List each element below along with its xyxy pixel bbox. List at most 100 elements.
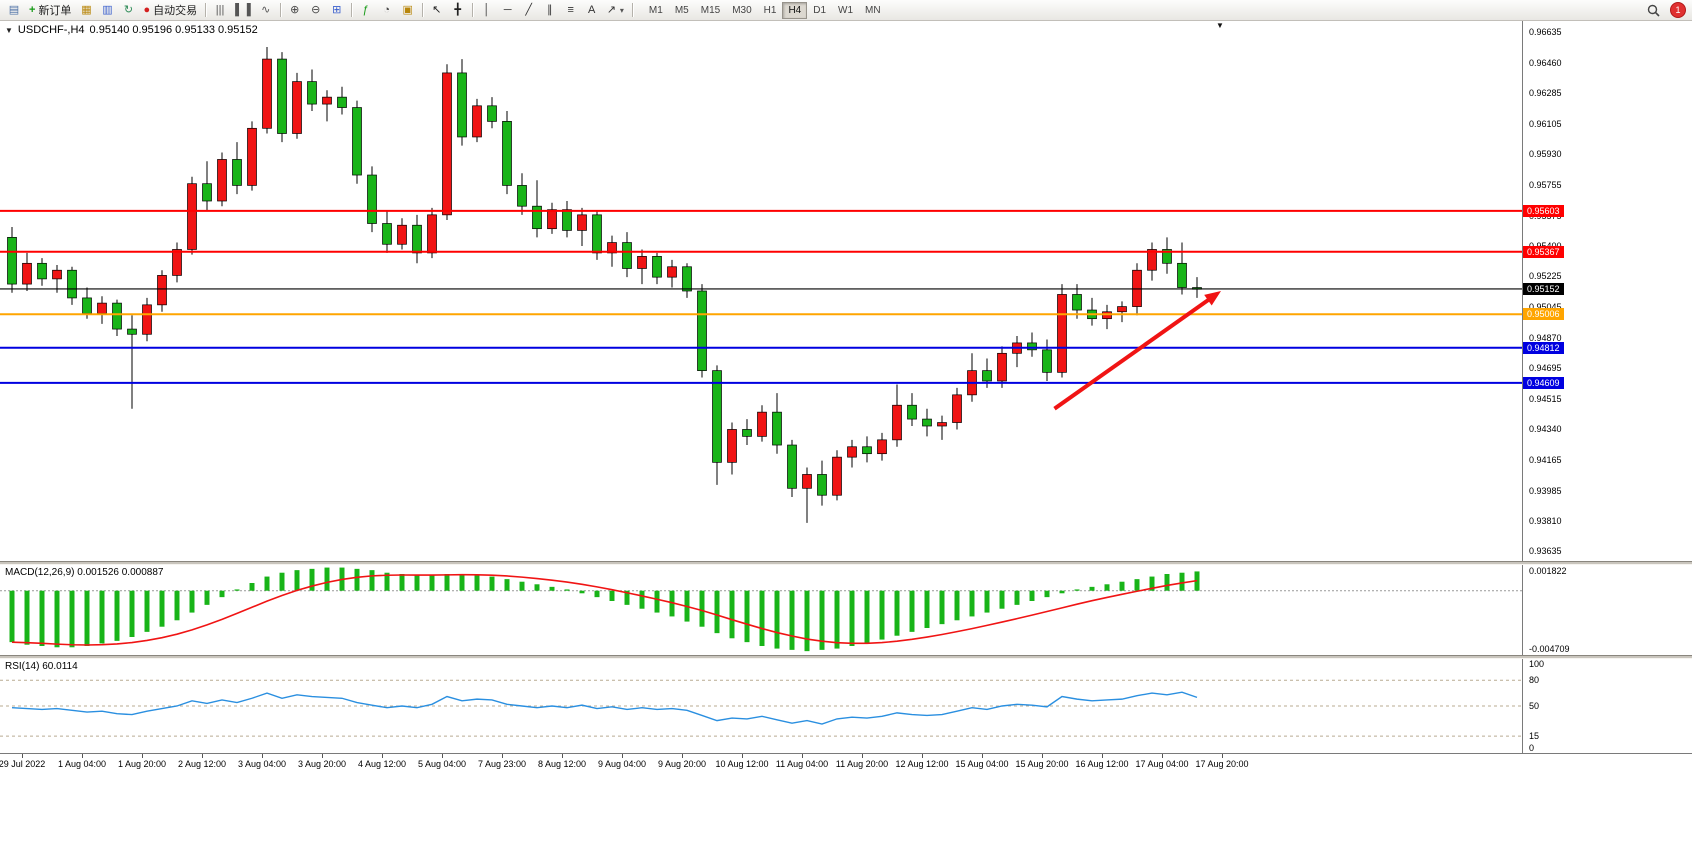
- draw-hline-button[interactable]: ─: [498, 1, 518, 19]
- price-badge-pivot-orange: 0.95006: [1523, 308, 1564, 321]
- candle-body: [712, 370, 722, 463]
- chart-line-button[interactable]: ∿: [256, 1, 276, 19]
- rsi-plot[interactable]: [0, 659, 1522, 753]
- candle-body: [562, 209, 572, 231]
- toolbar-buttons: ▤ + 新订单 ▦ ▥ ↻ ● 自动交易 ||| ▌▐ ∿ ⊕ ⊖ ⊞ ƒ ◔ ▣ ↖ ╋ │ ─ ╱ ∥ ≡ A ↗ ▾: [4, 1, 636, 19]
- tile-windows-button[interactable]: ⊞: [327, 1, 347, 19]
- candle-body: [172, 249, 182, 276]
- macd-histogram-bar: [159, 590, 165, 627]
- macd-plot[interactable]: [0, 565, 1522, 655]
- templates-button[interactable]: ▣: [398, 1, 418, 19]
- macd-histogram-bar: [999, 590, 1005, 609]
- timeframe-m1-button[interactable]: M1: [643, 2, 669, 19]
- candle-body: [1042, 349, 1052, 373]
- autotrade-button[interactable]: ● 自动交易: [139, 1, 201, 19]
- candle-body: [697, 290, 707, 371]
- zoom-out-button[interactable]: ⊖: [306, 1, 326, 19]
- new-chart-button[interactable]: ▤: [4, 1, 24, 19]
- price-axis-label: 0.94695: [1529, 363, 1562, 374]
- time-axis-tick: [1162, 754, 1163, 758]
- time-axis-label: 8 Aug 12:00: [537, 759, 587, 769]
- draw-trendline-button[interactable]: ╱: [519, 1, 539, 19]
- candle-body: [382, 223, 392, 245]
- candlestick-plot[interactable]: [0, 21, 1522, 561]
- time-axis-label: 9 Aug 20:00: [657, 759, 707, 769]
- macd-axis[interactable]: 0.001822 -0.004709: [1522, 565, 1692, 655]
- timeframe-mn-button[interactable]: MN: [859, 2, 887, 19]
- candle-body: [817, 474, 827, 496]
- panel-divider-macd[interactable]: [0, 561, 1692, 565]
- chart-bars-button[interactable]: |||: [210, 1, 230, 19]
- macd-histogram-bar: [1149, 576, 1155, 591]
- candle-body: [442, 72, 452, 216]
- cursor-button[interactable]: ↖: [427, 1, 447, 19]
- macd-histogram-bar: [24, 590, 30, 645]
- data-window-button[interactable]: ▥: [97, 1, 117, 19]
- navigator-button[interactable]: ↻: [118, 1, 138, 19]
- candle-body: [772, 411, 782, 446]
- price-axis[interactable]: 0.96635 0.96460 0.96285 0.96105 0.95930 0.957…: [1522, 21, 1692, 561]
- search-button[interactable]: [1643, 1, 1664, 19]
- toolbar-separator: [471, 3, 473, 17]
- macd-histogram-bar: [669, 590, 675, 617]
- timeframe-w1-button[interactable]: W1: [832, 2, 859, 19]
- chart-line-icon: ∿: [261, 3, 271, 16]
- panel-divider-rsi[interactable]: [0, 655, 1692, 659]
- indicators-button[interactable]: ƒ: [356, 1, 376, 19]
- macd-histogram-bar: [1074, 589, 1080, 591]
- profile-charts-button[interactable]: ▦: [76, 1, 96, 19]
- rsi-axis[interactable]: 100 80 50 15 0: [1522, 659, 1692, 753]
- draw-vline-icon: │: [483, 3, 491, 16]
- draw-arrows-button[interactable]: ↗ ▾: [603, 1, 628, 19]
- periods-button[interactable]: ◔: [377, 1, 397, 19]
- chart-candles-button[interactable]: ▌▐: [231, 1, 255, 19]
- macd-histogram-bar: [564, 589, 570, 591]
- timeframe-h4-button[interactable]: H4: [782, 1, 808, 19]
- candle-body: [1117, 306, 1127, 313]
- one-click-trading-arrow-icon[interactable]: ▼: [5, 25, 13, 35]
- candle-body: [1057, 294, 1067, 373]
- time-axis-label: 10 Aug 12:00: [715, 759, 769, 769]
- rsi-panel: 100 80 50 15 0 RSI(14) 60.0114: [0, 659, 1692, 753]
- price-axis-label: 0.94515: [1529, 394, 1562, 405]
- candle-body: [877, 439, 887, 455]
- candle-body: [982, 370, 992, 382]
- time-axis-tick: [502, 754, 503, 758]
- notification-badge[interactable]: 1: [1670, 2, 1686, 18]
- macd-histogram-bar: [324, 567, 330, 591]
- candle-body: [202, 183, 212, 202]
- draw-fibonacci-button[interactable]: ≡: [561, 1, 581, 19]
- autotrade-label: 自动交易: [153, 5, 198, 17]
- zoom-in-button[interactable]: ⊕: [285, 1, 305, 19]
- timeframe-d1-button[interactable]: D1: [807, 2, 832, 19]
- toolbar-separator: [631, 3, 633, 17]
- toolbar: ▤ + 新订单 ▦ ▥ ↻ ● 自动交易 ||| ▌▐ ∿ ⊕ ⊖ ⊞ ƒ ◔ ▣ ↖ ╋ │ ─ ╱ ∥ ≡ A ↗ ▾ M1 M5…: [0, 0, 1692, 21]
- macd-histogram-bar: [234, 589, 240, 591]
- timeframe-m30-button[interactable]: M30: [726, 2, 757, 19]
- draw-vline-button[interactable]: │: [477, 1, 497, 19]
- price-axis-label: 0.96285: [1529, 87, 1562, 98]
- price-badge-support-lower: 0.94609: [1523, 376, 1564, 389]
- chart-shift-marker-icon[interactable]: ▼: [1216, 21, 1224, 30]
- candle-body: [667, 266, 677, 278]
- draw-text-button[interactable]: A: [582, 1, 602, 19]
- candle-body: [142, 304, 152, 335]
- crosshair-button[interactable]: ╋: [448, 1, 468, 19]
- time-axis-tick: [622, 754, 623, 758]
- toolbar-right: 1: [1643, 1, 1688, 19]
- candle-body: [652, 256, 662, 278]
- new-order-button[interactable]: + 新订单: [25, 1, 75, 19]
- macd-histogram-bar: [39, 590, 45, 646]
- macd-histogram-bar: [894, 590, 900, 636]
- time-axis[interactable]: 29 Jul 2022 1 Aug 04:00 1 Aug 20:00 2 Aug 1…: [0, 753, 1692, 773]
- timeframe-m15-button[interactable]: M15: [695, 2, 726, 19]
- time-axis-tick: [1222, 754, 1223, 758]
- macd-histogram-bar: [579, 590, 585, 594]
- macd-histogram-bar: [414, 575, 420, 591]
- candle-body: [622, 242, 632, 269]
- macd-histogram-bar: [9, 590, 15, 643]
- timeframe-m5-button[interactable]: M5: [669, 2, 695, 19]
- draw-channel-button[interactable]: ∥: [540, 1, 560, 19]
- rsi-axis-label: 100: [1529, 659, 1545, 669]
- timeframe-h1-button[interactable]: H1: [758, 2, 783, 19]
